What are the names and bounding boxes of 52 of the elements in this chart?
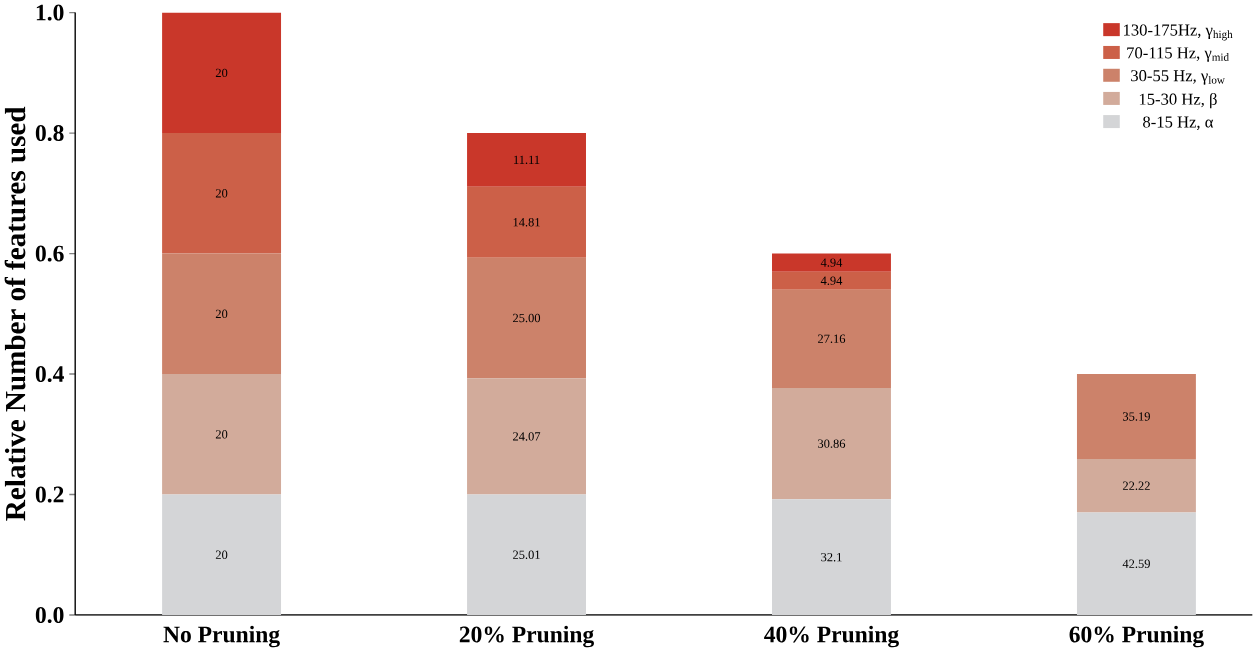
y-tick-label: 0.8 [35,125,64,142]
legend-label: 130-175Hz, γ$_{high}$ [1124,24,1233,41]
y-axis-title: Relative Number of features used [4,106,26,521]
bar [162,12,282,134]
bar [772,271,891,290]
y-tick-label: 0.0 [35,607,64,624]
annotation: 24.07 [513,432,541,441]
x-tick-label: 60% Pruning [1069,625,1204,648]
bar [1076,459,1196,513]
legend-label: 15-30 Hz, β [1139,92,1217,109]
annotation: 14.81 [513,218,540,227]
y-tick-label: 0.2 [35,486,64,503]
annotation: 20 [215,430,228,439]
y-tick-label: 0.4 [35,366,64,383]
annotation: 20 [215,550,228,560]
y-tick-label: 1.0 [36,4,64,21]
x-tick-label: 40% Pruning [764,625,899,648]
annotation: 27.16 [818,334,846,344]
annotation: 20 [215,189,228,198]
bar [1076,374,1196,460]
bar [162,253,282,375]
x-tick-label: 20% Pruning [459,625,594,648]
bar [467,133,586,187]
annotation: 42.59 [1122,559,1150,569]
x-tick-label: No Pruning [163,625,280,648]
annotation: 32.1 [821,552,842,562]
bar [162,494,282,616]
bar [162,374,282,495]
bar [772,387,891,500]
bar [772,499,891,616]
annotation: 20 [215,68,228,78]
y-tick-label: 0.6 [35,245,64,262]
bar [162,133,282,254]
bar [467,378,586,495]
bar [467,186,586,258]
annotation: 25.00 [513,313,541,323]
annotation: 20 [215,309,228,319]
legend-label: 70-115 Hz, γ$_{mid}$ [1127,47,1229,62]
bar [467,257,586,379]
annotation: 35.19 [1123,412,1150,421]
annotation: 11.11 [514,155,540,165]
bar [467,494,586,616]
annotation: 4.94 [820,258,843,267]
legend-label: 30-55 Hz, γ$_{low}$ [1131,70,1225,85]
annotation: 22.22 [1122,481,1150,491]
annotation: 4.94 [820,276,843,285]
bar [1076,512,1196,616]
annotation: 25.01 [513,550,540,560]
annotation: 30.86 [818,439,846,448]
bar [772,289,891,388]
bar [772,253,891,272]
legend-label: 8-15 Hz, α [1143,116,1214,131]
